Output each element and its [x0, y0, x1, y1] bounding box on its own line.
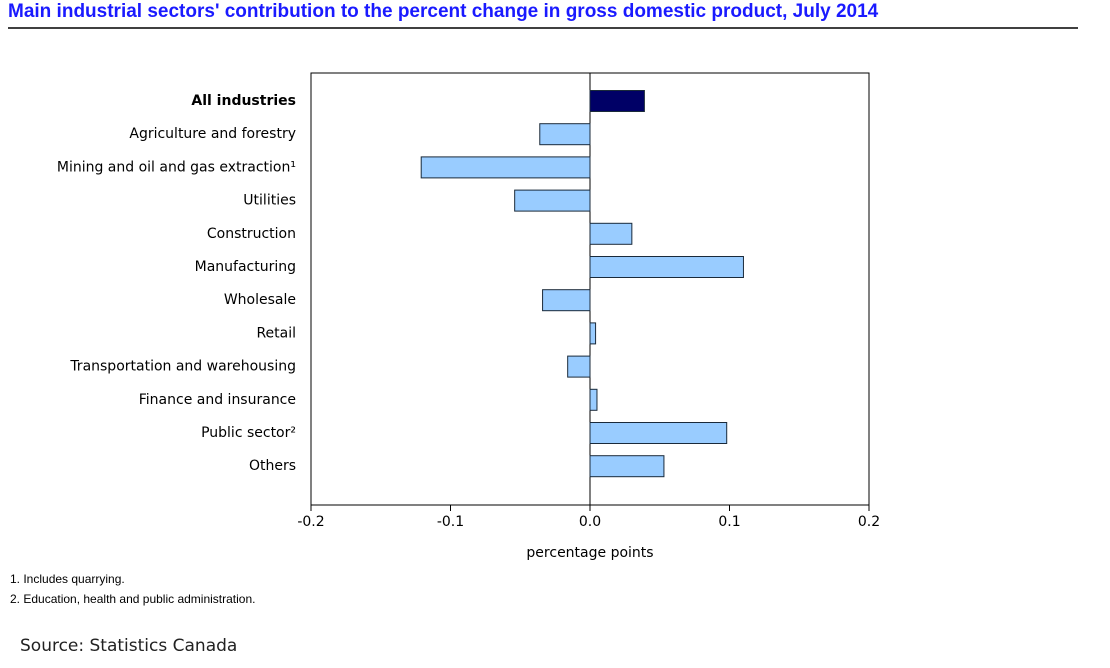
bar [514, 189, 591, 212]
bar [589, 256, 744, 278]
y-tick-label: Public sector² [201, 425, 296, 441]
y-tick-label: Others [249, 458, 296, 474]
y-tick-label: Transportation and warehousing [69, 359, 296, 375]
footnote: 1. Includes quarrying. [10, 572, 125, 586]
x-tick-label: 0.1 [718, 514, 740, 530]
bar [589, 222, 633, 245]
y-tick-label: Finance and insurance [139, 392, 296, 408]
y-tick-label: Mining and oil and gas extraction¹ [57, 159, 296, 175]
bar [589, 422, 728, 444]
bar [589, 322, 597, 345]
y-tick-label: Agriculture and forestry [129, 126, 296, 142]
bar [567, 355, 591, 378]
y-tick-label: Construction [207, 226, 296, 242]
y-tick-label: Wholesale [224, 292, 296, 308]
bar [539, 123, 591, 146]
x-tick-label: -0.2 [297, 514, 324, 530]
bar [542, 289, 591, 312]
x-tick-label: 0.0 [579, 514, 601, 530]
x-tick-label: -0.1 [437, 514, 464, 530]
bar [589, 455, 665, 478]
bar [589, 90, 645, 112]
y-tick-label: Manufacturing [195, 259, 296, 275]
bar [589, 388, 598, 411]
source: Source: Statistics Canada [20, 636, 237, 656]
bar [420, 156, 591, 179]
footnote: 2. Education, health and public administ… [10, 592, 256, 606]
y-tick-label: All industries [191, 93, 296, 109]
chart-title: Main industrial sectors' contribution to… [8, 1, 879, 22]
y-tick-label: Retail [256, 325, 296, 341]
x-axis-label: percentage points [526, 545, 653, 561]
x-tick-label: 0.2 [858, 514, 880, 530]
y-tick-label: Utilities [243, 193, 296, 209]
